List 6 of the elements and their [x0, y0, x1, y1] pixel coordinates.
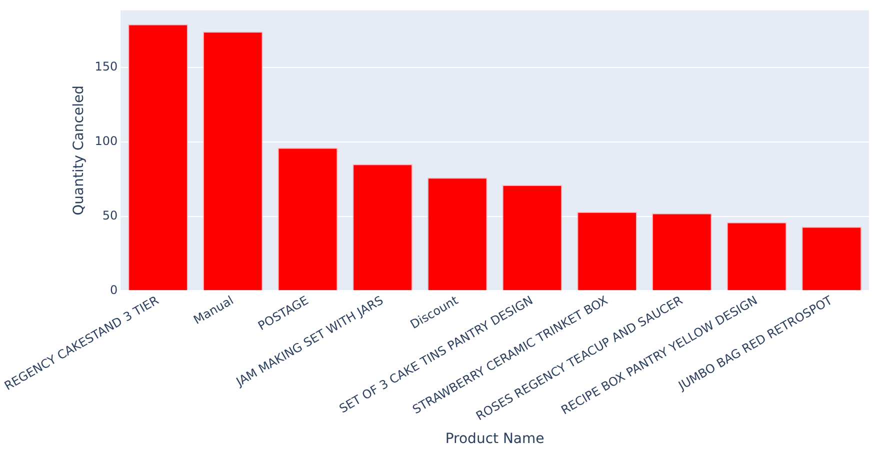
- y-axis-title: Quantity Canceled: [70, 86, 87, 216]
- y-tick-label: 50: [102, 208, 118, 222]
- x-axis-title: Product Name: [445, 431, 544, 448]
- y-tick-label: 100: [94, 134, 118, 148]
- y-tick-label: 150: [94, 60, 118, 74]
- y-tick-label: 0: [110, 282, 118, 297]
